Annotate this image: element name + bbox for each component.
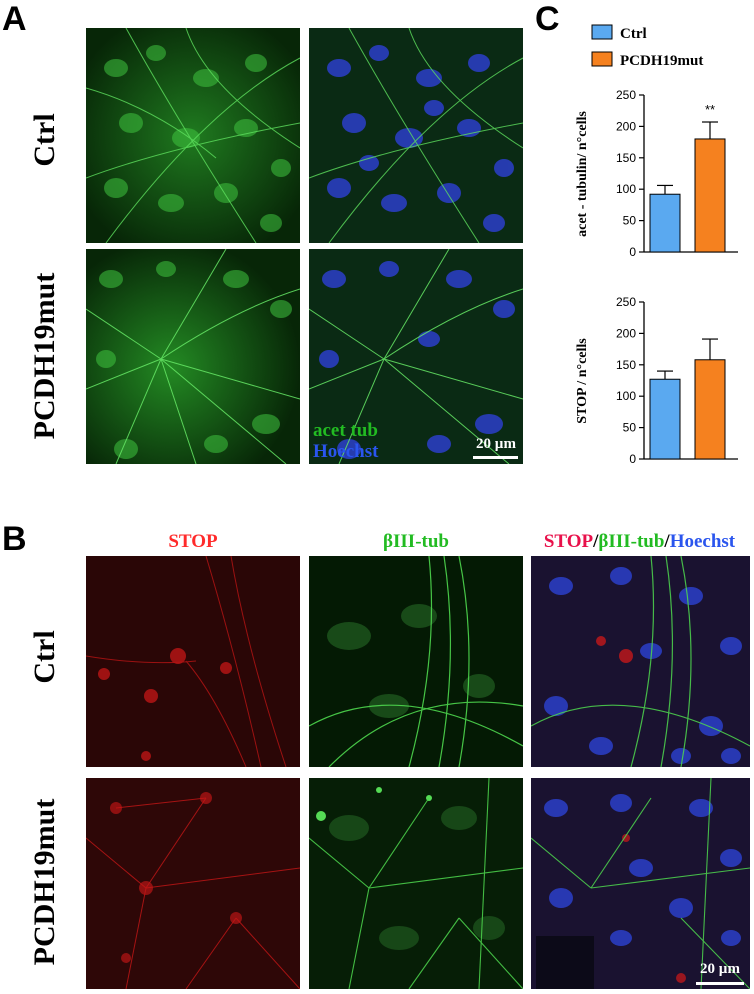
y-axis-label-stop: STOP / n°cells xyxy=(575,338,590,424)
bar-acet-ctrl xyxy=(649,193,681,253)
scale-bar-a xyxy=(473,456,518,459)
micrograph-a-mut-merge: acet tub Hoechst 20 µm xyxy=(309,249,523,464)
scale-bar-label-b: 20 µm xyxy=(700,961,740,977)
y-tick-label-acet: 200 xyxy=(616,119,636,133)
col-title-merge: STOP/βIII-tub/Hoechst xyxy=(527,531,752,553)
legend-swatch-mut xyxy=(591,51,613,67)
micrograph-b-mut-merge: 20 µm xyxy=(531,778,750,989)
chart-stop: 0 50 100 150 200 250 STOP / n°cells xyxy=(575,295,738,466)
panel-label-b: B xyxy=(2,520,27,558)
micrograph-a-mut-acet-tub xyxy=(86,249,300,464)
row-label-mut-a: PCDH19mut xyxy=(28,272,61,440)
bar-acet-pcdh19mut xyxy=(694,138,726,253)
bar-stop-ctrl xyxy=(649,378,681,460)
col-title-merge-sep1: / xyxy=(593,531,599,552)
y-tick-label-acet: 50 xyxy=(623,214,637,228)
y-tick-label-stop: 150 xyxy=(616,358,636,372)
col-title-stop: STOP xyxy=(168,531,218,552)
panel-label-c: C xyxy=(535,0,560,38)
col-title-merge-hoechst: Hoechst xyxy=(669,531,736,552)
y-tick-label-stop: 200 xyxy=(616,326,636,340)
micrograph-b-mut-tub xyxy=(309,778,523,989)
legend-label-ctrl: Ctrl xyxy=(620,26,647,42)
y-tick-label-acet: 0 xyxy=(629,245,636,259)
y-tick-label-stop: 250 xyxy=(616,295,636,309)
y-axis-label-acet: acet - tubulin/ n°cells xyxy=(575,111,590,237)
micrograph-a-ctrl-merge xyxy=(309,28,523,243)
chart-acet-tubulin: 0 50 100 150 200 250 acet - tubulin/ n°cells ** xyxy=(575,88,738,259)
y-tick-label-acet: 100 xyxy=(616,182,636,196)
legend-acet-tub-label: acet tub xyxy=(313,420,378,441)
col-title-merge-sep2: / xyxy=(664,531,670,552)
y-tick-label-stop: 0 xyxy=(629,452,636,466)
row-label-ctrl-a: Ctrl xyxy=(28,113,61,167)
row-label-mut-b: PCDH19mut xyxy=(28,798,61,966)
y-tick-label-acet: 150 xyxy=(616,151,636,165)
legend-label-mut: PCDH19mut xyxy=(620,53,703,69)
col-title-merge-stop: STOP xyxy=(543,531,594,552)
scale-bar-label-a: 20 µm xyxy=(476,436,516,452)
scale-bar-b xyxy=(696,982,744,985)
micrograph-a-ctrl-acet-tub xyxy=(86,28,300,243)
micrograph-b-ctrl-stop xyxy=(86,556,300,767)
legend-hoechst-label: Hoechst xyxy=(313,441,379,462)
panel-c-charts: Ctrl PCDH19mut 0 50 100 150 200 250 acet - tub… xyxy=(575,24,738,466)
bar-stop-pcdh19mut xyxy=(694,359,726,460)
panel-label-a: A xyxy=(2,0,27,38)
y-tick-label-stop: 50 xyxy=(623,421,637,435)
legend-swatch-ctrl xyxy=(591,24,613,40)
y-tick-label-stop: 100 xyxy=(616,389,636,403)
significance-marker: ** xyxy=(705,102,715,117)
micrograph-b-mut-stop xyxy=(86,778,300,989)
col-title-merge-tub: βIII-tub xyxy=(598,531,665,552)
micrograph-b-ctrl-merge xyxy=(531,556,750,767)
micrograph-b-ctrl-tub xyxy=(309,556,523,767)
y-tick-label-acet: 250 xyxy=(616,88,636,102)
col-title-tub: βIII-tub xyxy=(383,531,449,552)
row-label-ctrl-b: Ctrl xyxy=(28,630,61,684)
